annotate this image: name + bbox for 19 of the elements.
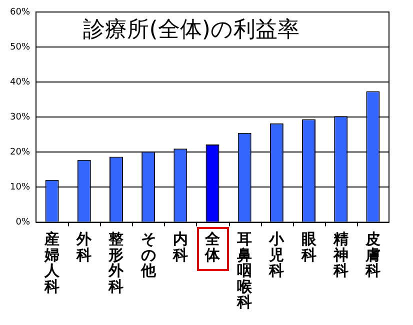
x-tick-label: 全体 xyxy=(204,230,221,264)
x-tick-label: 精神科 xyxy=(332,230,348,280)
x-tick-label: 小児科 xyxy=(268,230,286,280)
y-tick-label: 10% xyxy=(10,182,30,193)
x-tick-label: 産婦人科 xyxy=(44,230,61,296)
x-tick-label: 耳鼻咽喉科 xyxy=(236,230,254,312)
x-tick-label: 眼科 xyxy=(300,230,318,264)
chart-title: 診療所(全体)の利益率 xyxy=(83,18,300,43)
x-tick-label: 内科 xyxy=(172,230,188,264)
x-tick-label: その他 xyxy=(140,230,157,280)
y-tick-label: 30% xyxy=(10,112,30,122)
y-tick-label: 60% xyxy=(10,7,30,18)
x-tick-label: 皮膚科 xyxy=(364,230,380,280)
y-tick-label: 20% xyxy=(10,148,30,158)
y-tick-label: 50% xyxy=(10,42,30,52)
y-tick-label: 40% xyxy=(10,77,30,88)
y-tick-label: 0% xyxy=(16,218,30,228)
x-tick-label: 整形外科 xyxy=(108,230,125,296)
x-tick-label: 外科 xyxy=(76,230,93,264)
